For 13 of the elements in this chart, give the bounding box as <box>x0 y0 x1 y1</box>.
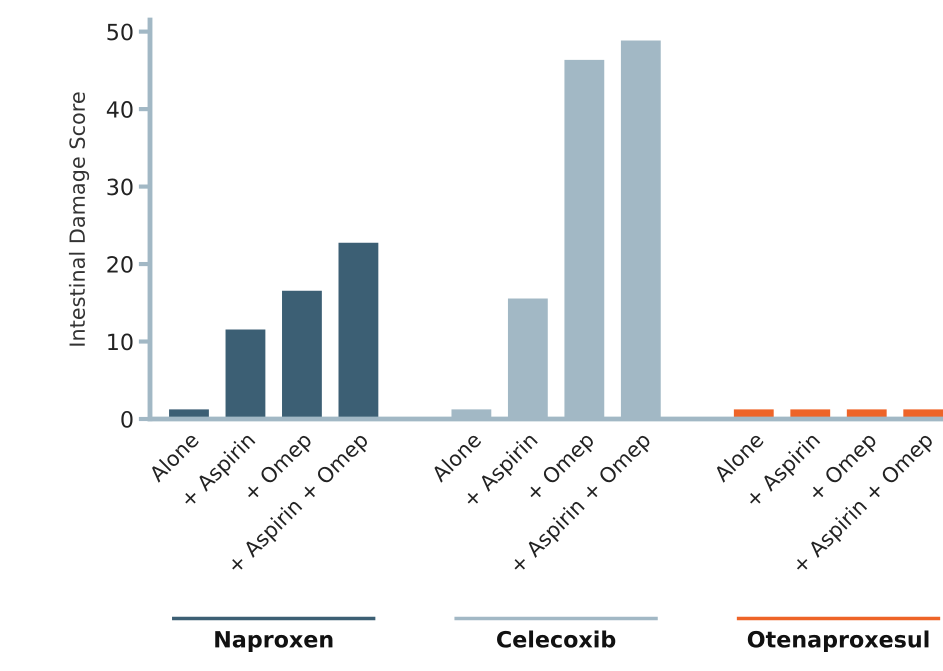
y-tick-label: 50 <box>107 24 133 40</box>
bar <box>338 242 380 419</box>
y-tick-label: 10 <box>108 333 133 350</box>
bar <box>224 328 266 419</box>
y-tick-label: 0 <box>121 410 133 428</box>
bar <box>281 290 323 419</box>
text: Naproxen <box>215 631 332 652</box>
y-axis-title: Intestinal Damage Score <box>68 92 90 346</box>
text: Celecoxib <box>497 630 616 648</box>
y-tick-label: 20 <box>107 256 133 273</box>
y-tick-label: 40 <box>106 101 133 118</box>
text: Otenaproxesul <box>748 630 928 652</box>
y-tick-label: 30 <box>107 178 133 196</box>
